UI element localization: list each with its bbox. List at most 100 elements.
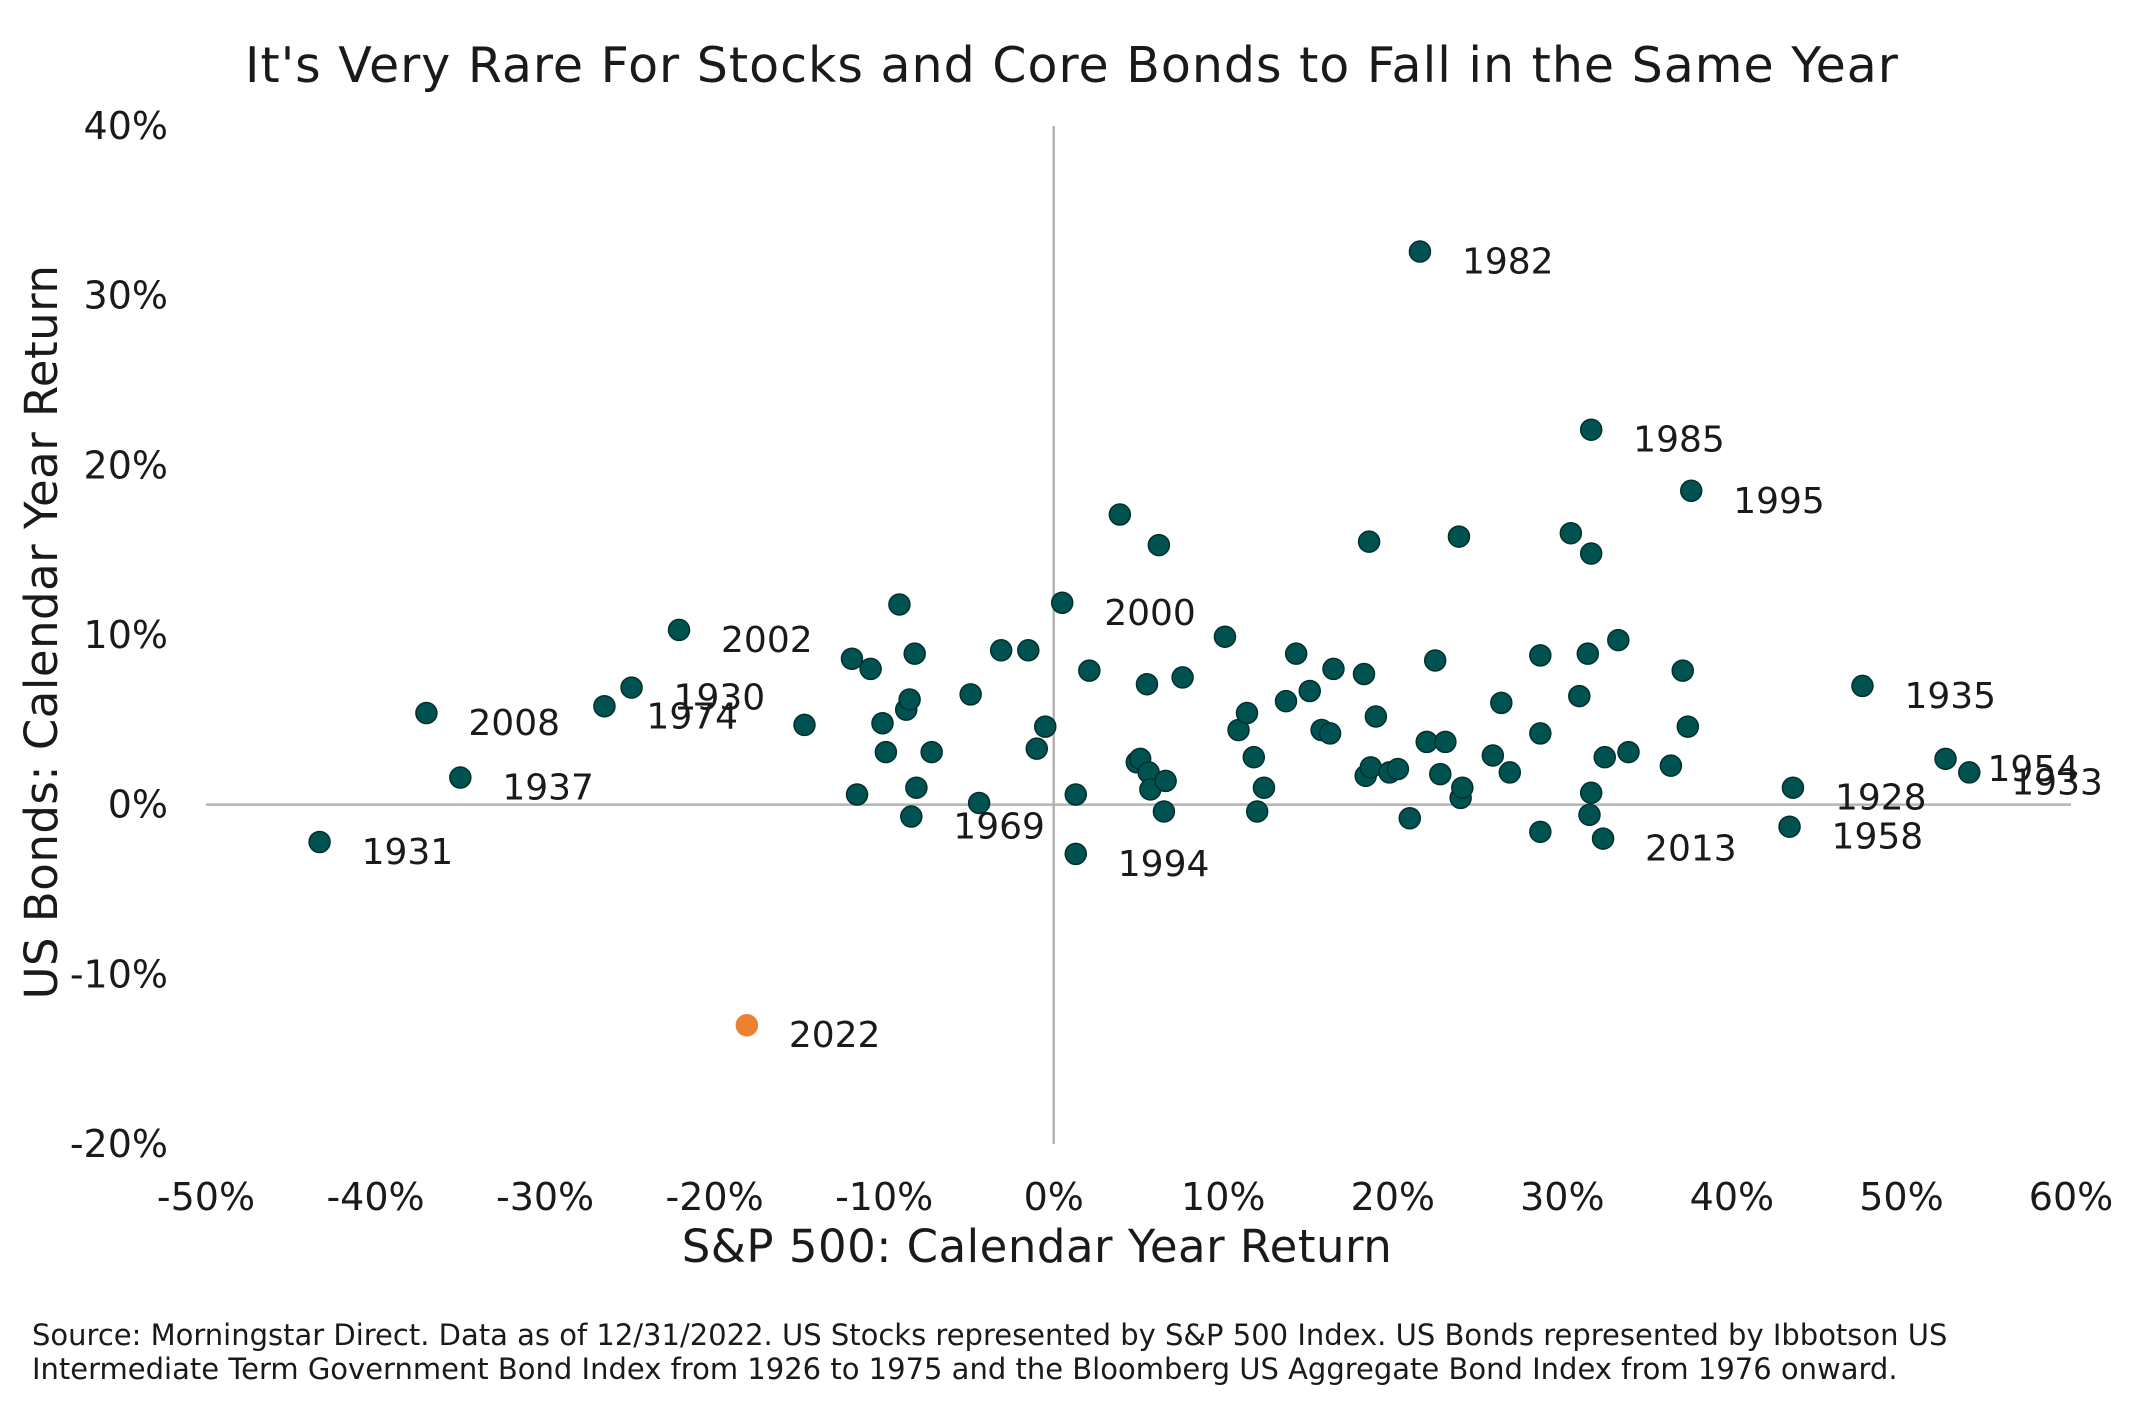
data-point: [1408, 240, 1432, 263]
x-tick-label: 20%: [1351, 1175, 1435, 1219]
data-point: [1607, 628, 1630, 652]
data-point: [874, 740, 898, 764]
x-tick-label: 40%: [1690, 1175, 1774, 1219]
point-label: 1969: [953, 807, 1045, 848]
data-point: [1429, 762, 1452, 786]
data-point: [903, 642, 926, 665]
point-label: 1931: [362, 832, 454, 873]
x-tick-label: -10%: [835, 1175, 933, 1219]
data-point: [967, 791, 991, 815]
data-point: [1025, 737, 1049, 760]
zero-lines: [206, 126, 2071, 1144]
data-point: [1017, 639, 1040, 662]
data-point: [859, 657, 882, 681]
data-point: [1135, 672, 1159, 696]
data-point: [1252, 776, 1276, 799]
point-label: 1995: [1733, 481, 1825, 522]
point-label: 1935: [1904, 676, 1996, 717]
point-label: 1930: [674, 678, 766, 719]
y-tick-label: 30%: [84, 274, 168, 318]
data-point: [989, 639, 1013, 662]
data-point: [1322, 657, 1345, 681]
source-note: Source: Morningstar Direct. Data as of 1…: [32, 1318, 1948, 1386]
data-point: [1578, 803, 1601, 827]
point-label: 1954: [1988, 749, 2080, 790]
data-point: [871, 711, 894, 735]
data-point: [1386, 757, 1410, 781]
data-point: [1154, 769, 1177, 793]
data-point: [1147, 533, 1171, 557]
x-tick-label: 30%: [1520, 1175, 1604, 1219]
data-point: [1434, 730, 1457, 754]
point-label: 2022: [789, 1015, 881, 1056]
data-point: [1152, 800, 1176, 823]
data-point: [1447, 525, 1471, 548]
data-point: [1576, 642, 1600, 665]
data-point: [1559, 521, 1583, 545]
y-axis-title: US Bonds: Calendar Year Return: [15, 265, 68, 1000]
data-point: [308, 830, 331, 854]
data-point: [845, 783, 869, 806]
data-point: [620, 676, 643, 699]
y-tick-label: 10%: [84, 613, 168, 657]
x-tick-label: 60%: [2029, 1175, 2113, 1219]
data-point: [1529, 722, 1552, 745]
data-point: [1679, 479, 1703, 503]
data-point: [1451, 776, 1474, 799]
y-tick-label: 40%: [84, 104, 168, 148]
x-tick-label: 0%: [1024, 1175, 1084, 1219]
data-point: [1778, 815, 1801, 838]
data-point: [920, 740, 943, 764]
point-label: 2008: [468, 703, 560, 744]
data-point: [1108, 503, 1132, 526]
point-label: 1928: [1835, 778, 1927, 819]
point-label: 1958: [1832, 817, 1924, 858]
point-label: 1974: [646, 696, 738, 737]
data-point: [1579, 542, 1603, 565]
data-point: [1676, 715, 1700, 738]
data-point: [1671, 659, 1694, 682]
data-point: [1579, 781, 1603, 805]
point-label: 2013: [1645, 829, 1737, 870]
data-point: [905, 776, 928, 799]
data-point: [1781, 776, 1805, 799]
data-point: [1171, 666, 1194, 689]
data-point: [1050, 591, 1074, 615]
x-tick-label: -50%: [157, 1175, 255, 1219]
y-tick-label: -10%: [70, 952, 168, 996]
data-point: [898, 688, 921, 711]
data-point: [1359, 756, 1383, 779]
data-point: [1498, 761, 1522, 784]
data-point: [840, 647, 864, 671]
data-point: [1357, 530, 1381, 553]
data-point: [1934, 747, 1957, 771]
x-tick-label: 50%: [1859, 1175, 1943, 1219]
x-tick-label: -20%: [666, 1175, 764, 1219]
data-point: [667, 618, 691, 642]
point-label: 1985: [1633, 420, 1725, 461]
data-point: [1529, 820, 1552, 844]
data-point: [1274, 689, 1298, 713]
data-point: [1851, 674, 1874, 698]
data-point: [1490, 691, 1513, 715]
data-point: [1958, 761, 1981, 784]
chart-title: It's Very Rare For Stocks and Core Bonds…: [245, 37, 1899, 94]
data-point: [1398, 806, 1422, 830]
data-point: [1064, 842, 1088, 866]
y-tick-label: 20%: [84, 443, 168, 487]
point-label: 1982: [1462, 242, 1554, 283]
data-point: [1078, 659, 1101, 682]
point-label: 1937: [502, 768, 594, 809]
x-tick-label: 10%: [1181, 1175, 1265, 1219]
point-label: 1933: [2011, 762, 2103, 803]
data-point: [415, 701, 438, 725]
data-point: [1617, 740, 1640, 764]
data-point: [793, 713, 816, 737]
data-point: [593, 695, 616, 718]
highlight-data-point: [735, 1013, 759, 1037]
data-point: [1423, 649, 1447, 672]
data-point: [449, 766, 472, 789]
data-point: [1298, 679, 1321, 703]
